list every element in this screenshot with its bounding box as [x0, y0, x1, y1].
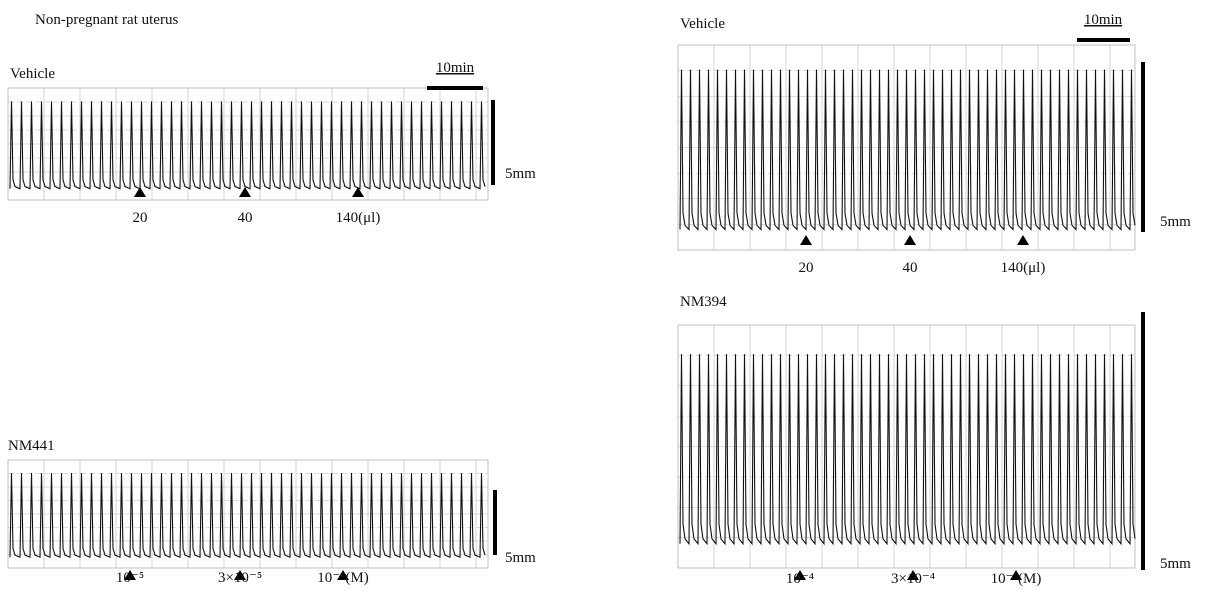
figure-title: Non-pregnant rat uterus	[35, 12, 178, 28]
dose-label: 40	[903, 260, 918, 276]
panel-label: Vehicle	[680, 16, 725, 32]
dose-label: 10⁻⁴(M)	[317, 570, 368, 586]
panel-label: NM441	[8, 438, 55, 454]
height-scale-label: 5mm	[1160, 556, 1191, 572]
dose-label: 140(μl)	[336, 210, 381, 226]
figure: Non-pregnant rat uterus Vehicle 10min 5mm 2…	[0, 0, 1214, 590]
panel-label: NM394	[680, 294, 727, 310]
height-scale-label: 5mm	[1160, 214, 1191, 230]
dose-marker	[134, 187, 146, 197]
dose-label: 40	[238, 210, 253, 226]
dose-label: 10⁻⁴	[786, 571, 814, 587]
height-scale-label: 5mm	[505, 166, 536, 182]
dose-marker	[904, 235, 916, 245]
contraction-trace	[10, 101, 485, 188]
dose-marker	[1017, 235, 1029, 245]
dose-label: 10⁻³(M)	[991, 571, 1042, 587]
time-scale-label: 10min	[1084, 12, 1123, 28]
dose-label: 3×10⁻⁴	[891, 571, 935, 587]
dose-label: 10⁻⁵	[116, 570, 144, 586]
contraction-trace	[680, 70, 1135, 230]
panel-label: Vehicle	[10, 66, 55, 82]
height-scale-label: 5mm	[505, 550, 536, 566]
contraction-trace	[10, 473, 485, 557]
dose-label: 140(μl)	[1001, 260, 1046, 276]
dose-marker	[800, 235, 812, 245]
dose-label: 3×10⁻⁵	[218, 570, 262, 586]
dose-marker	[352, 187, 364, 197]
contraction-trace	[680, 354, 1135, 544]
dose-label: 20	[133, 210, 148, 226]
time-scale-label: 10min	[436, 60, 475, 76]
dose-label: 20	[799, 260, 814, 276]
